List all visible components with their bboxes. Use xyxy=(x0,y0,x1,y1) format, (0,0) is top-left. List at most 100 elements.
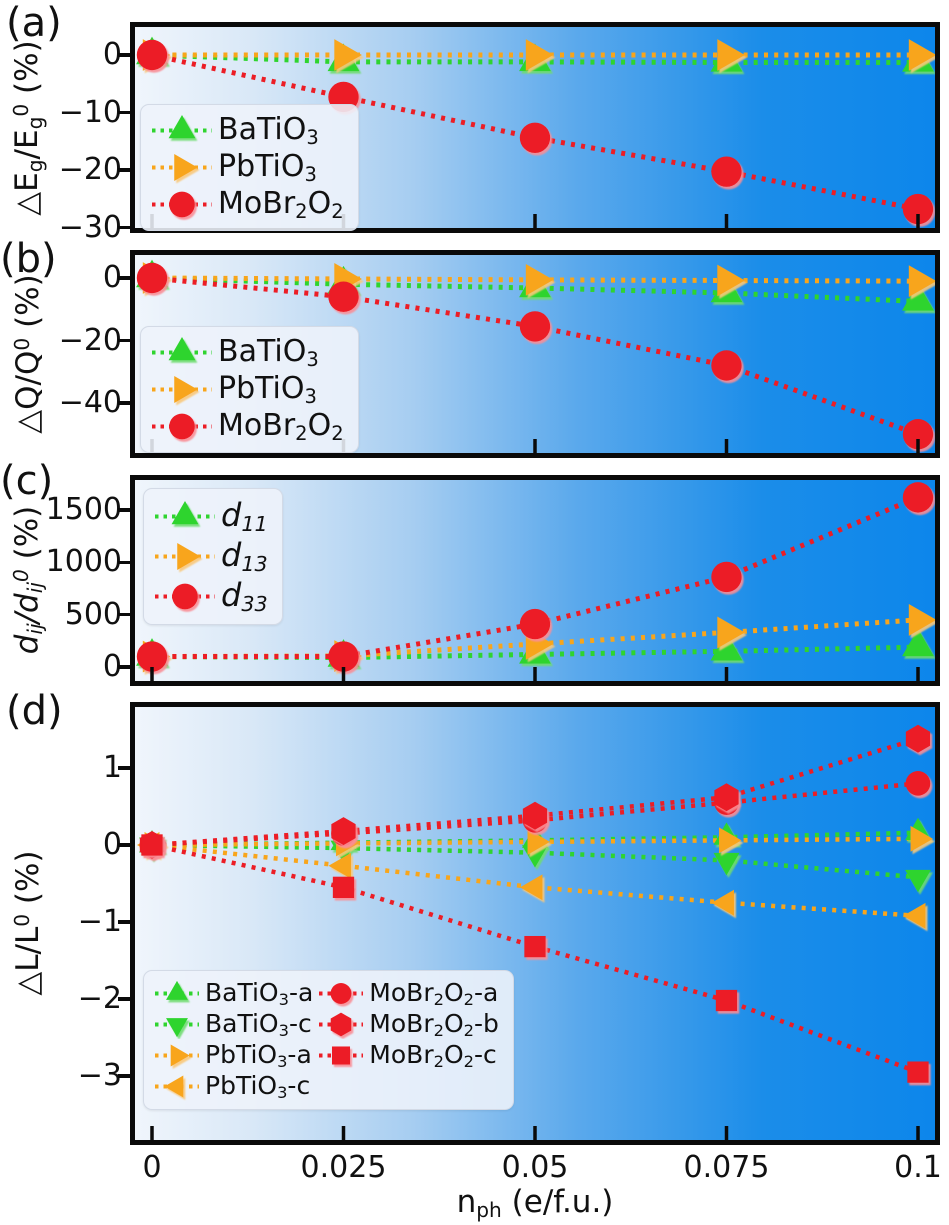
legend-item: BaTiO3-c xyxy=(153,1009,313,1040)
legend-label: MoBr2O2 xyxy=(218,407,344,445)
legend-marker-triangle-right xyxy=(155,1044,199,1067)
plot-border xyxy=(130,22,940,233)
panel-d-label: (d) xyxy=(6,688,63,734)
legend-item: BaTiO3-a xyxy=(153,978,313,1009)
triangle-up-marker xyxy=(710,632,743,661)
legend-items: d11 d13 d33 xyxy=(153,496,268,617)
legend-item: MoBr2O2-a xyxy=(317,978,499,1009)
hexagon-marker xyxy=(905,724,931,753)
triangle-right-marker xyxy=(525,263,554,296)
hexagon-marker xyxy=(331,1012,352,1037)
y-tick-label: 1 xyxy=(102,750,122,785)
triangle-right-marker xyxy=(910,825,933,852)
triangle-right-marker xyxy=(174,375,198,403)
x-tick-label: 0.075 xyxy=(683,1150,770,1185)
legend-label: PbTiO3-a xyxy=(205,1040,312,1072)
circle-marker xyxy=(711,350,742,381)
circle-marker xyxy=(172,583,198,610)
legend-label: PbTiO3 xyxy=(218,370,317,408)
panel-a-legend: BaTiO3 PbTiO3 MoBr2O2 xyxy=(140,104,359,231)
legend-item: PbTiO3-c xyxy=(153,1071,313,1102)
circle-marker xyxy=(902,193,934,225)
circle-marker xyxy=(519,122,551,153)
circle-marker xyxy=(136,262,168,294)
y-tick-mark xyxy=(118,110,130,115)
square-marker xyxy=(332,1046,351,1065)
triangle-left-marker xyxy=(711,889,734,916)
y-tick-label: 1500 xyxy=(45,491,122,527)
legend-item: BaTiO3 xyxy=(150,334,344,371)
x-tick-label: 0.025 xyxy=(300,1150,387,1185)
circle-marker xyxy=(136,39,168,71)
x-tick-label: 0.05 xyxy=(501,1150,569,1185)
triangle-down-marker xyxy=(166,1018,188,1038)
plot-border xyxy=(130,250,940,458)
triangle-left-marker xyxy=(328,852,351,879)
triangle-right-marker xyxy=(908,603,937,636)
legend-label: BaTiO3-a xyxy=(205,978,314,1010)
triangle-left-marker xyxy=(903,902,926,929)
y-tick-label: −30 xyxy=(58,209,122,245)
legend-items: BaTiO3 PbTiO3 MoBr2O2 xyxy=(150,112,344,223)
square-marker xyxy=(907,1061,929,1083)
legend-marker-triangle-up xyxy=(152,336,212,361)
y-tick-label: −20 xyxy=(58,152,122,187)
legend-label: PbTiO3-c xyxy=(205,1071,311,1103)
legend-marker-triangle-right xyxy=(152,153,212,181)
triangle-right-marker xyxy=(334,39,362,71)
circle-marker xyxy=(136,641,168,672)
legend-marker-triangle-up xyxy=(155,980,199,1000)
y-tick-label: −3 xyxy=(77,1058,122,1093)
legend-label: BaTiO3 xyxy=(218,334,319,371)
triangle-down-marker xyxy=(905,869,931,893)
circle-marker xyxy=(902,482,934,513)
y-tick-label: −1 xyxy=(77,904,122,939)
legend-label: d11 xyxy=(221,496,268,537)
legend-label: PbTiO3 xyxy=(218,148,317,186)
y-tick-mark xyxy=(118,612,130,617)
panel-c-legend: d11 d13 d33 xyxy=(143,488,283,625)
y-tick-label: 0 xyxy=(102,260,122,295)
legend-marker-triangle-down xyxy=(155,1018,199,1038)
triangle-up-marker xyxy=(902,283,934,311)
y-tick-mark xyxy=(118,338,130,343)
legend-marker-circle xyxy=(152,191,212,218)
plot-border xyxy=(130,475,940,686)
legend-marker-circle xyxy=(152,413,212,440)
circle-marker xyxy=(519,608,551,640)
panel-d-legend: BaTiO3-a BaTiO3-c PbTiO3-a PbTiO3-c MoBr2O2-… xyxy=(143,970,514,1111)
circle-marker xyxy=(711,561,742,593)
legend-item: d11 xyxy=(153,496,268,536)
triangle-down-marker xyxy=(713,852,740,876)
legend-item: MoBr2O2 xyxy=(150,408,344,445)
x-tick-label: 0 xyxy=(142,1150,162,1185)
legend-label: d13 xyxy=(221,536,268,577)
hexagon-marker xyxy=(331,817,356,846)
legend-marker-triangle-up xyxy=(152,114,212,139)
y-tick-mark xyxy=(118,401,130,405)
y-tick-mark xyxy=(118,225,130,230)
square-marker xyxy=(332,876,355,899)
y-tick-mark xyxy=(118,508,130,512)
legend-label: BaTiO3-c xyxy=(205,1009,312,1041)
y-tick-mark xyxy=(118,53,130,57)
triangle-left-marker xyxy=(520,874,543,901)
legend-marker-triangle-right xyxy=(152,375,212,403)
y-tick-mark xyxy=(118,665,130,669)
hexagon-marker xyxy=(714,783,739,812)
legend-item: MoBr2O2 xyxy=(150,186,344,223)
legend-marker-square xyxy=(319,1046,364,1065)
triangle-right-marker xyxy=(717,616,745,649)
legend-marker-triangle-right xyxy=(155,542,215,570)
panel-c-label: (c) xyxy=(0,458,54,504)
circle-marker xyxy=(905,771,931,796)
series-line xyxy=(151,736,919,848)
triangle-right-marker xyxy=(717,39,745,71)
legend-item: d13 xyxy=(153,536,268,576)
panel-a-label: (a) xyxy=(6,0,62,46)
legend-label: MoBr2O2-a xyxy=(369,978,499,1010)
square-marker xyxy=(524,935,546,958)
circle-marker xyxy=(902,419,934,450)
legend-item: MoBr2O2-b xyxy=(317,1009,499,1040)
legend-item: MoBr2O2-c xyxy=(317,1040,499,1071)
